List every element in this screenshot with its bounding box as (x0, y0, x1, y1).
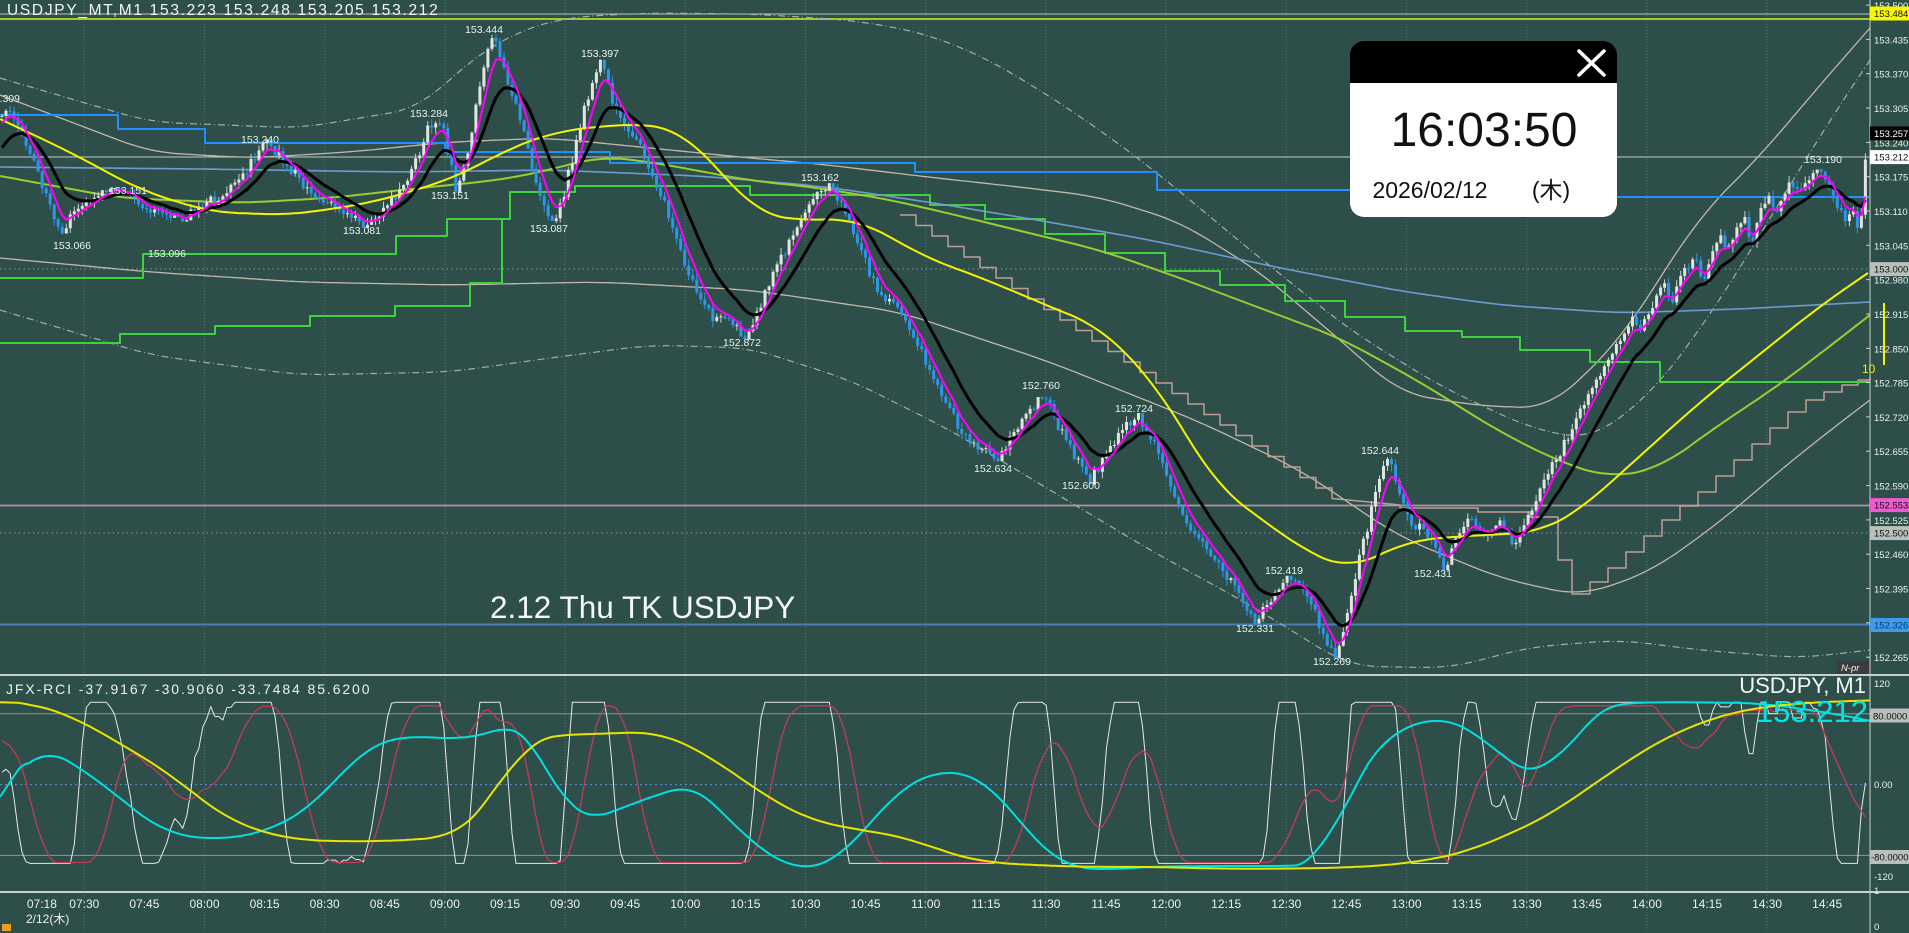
svg-text:153.309: 153.309 (0, 93, 20, 105)
svg-text:(木): (木) (1532, 177, 1570, 203)
svg-text:13:45: 13:45 (1572, 897, 1602, 911)
svg-text:152.269: 152.269 (1313, 656, 1351, 668)
svg-text:USDJPY, M1: USDJPY, M1 (1739, 673, 1866, 698)
svg-text:12:30: 12:30 (1271, 897, 1301, 911)
svg-text:152.460: 152.460 (1874, 550, 1908, 561)
svg-text:09:45: 09:45 (610, 897, 640, 911)
svg-text:152.785: 152.785 (1874, 379, 1908, 390)
svg-text:153.284: 153.284 (410, 108, 448, 120)
svg-text:13:00: 13:00 (1391, 897, 1421, 911)
svg-text:-80.0000: -80.0000 (1871, 853, 1909, 864)
svg-text:153.000: 153.000 (1874, 265, 1908, 276)
svg-text:07:18: 07:18 (27, 897, 57, 911)
svg-text:153.087: 153.087 (530, 223, 568, 235)
svg-text:13:30: 13:30 (1512, 897, 1542, 911)
svg-text:07:30: 07:30 (69, 897, 99, 911)
svg-text:10:00: 10:00 (670, 897, 700, 911)
svg-text:USDJPY_MT,M1 153.223 153.248: USDJPY_MT,M1 153.223 153.248 153.205 153… (7, 2, 439, 19)
svg-text:152.655: 152.655 (1874, 447, 1908, 458)
svg-text:153.240: 153.240 (1874, 138, 1908, 149)
svg-text:10: 10 (1862, 362, 1876, 376)
svg-text:152.850: 152.850 (1874, 344, 1908, 355)
svg-text:153.444: 153.444 (465, 24, 503, 36)
svg-text:JFX-RCI -37.9167 -30.9060 -33.: JFX-RCI -37.9167 -30.9060 -33.7484 85.62… (6, 681, 371, 697)
svg-text:152.553: 152.553 (1874, 501, 1908, 512)
svg-text:08:45: 08:45 (370, 897, 400, 911)
svg-text:153.081: 153.081 (343, 225, 381, 237)
svg-text:14:15: 14:15 (1692, 897, 1722, 911)
svg-text:08:00: 08:00 (189, 897, 219, 911)
svg-text:152.500: 152.500 (1874, 529, 1908, 540)
svg-text:14:45: 14:45 (1812, 897, 1842, 911)
svg-text:153.397: 153.397 (581, 48, 619, 60)
svg-text:12:15: 12:15 (1211, 897, 1241, 911)
svg-text:0: 0 (1874, 922, 1879, 933)
svg-text:152.915: 152.915 (1874, 310, 1908, 321)
svg-text:08:30: 08:30 (310, 897, 340, 911)
svg-text:153.190: 153.190 (1804, 154, 1842, 166)
svg-text:152.724: 152.724 (1115, 403, 1153, 415)
svg-text:10:30: 10:30 (790, 897, 820, 911)
svg-text:08:15: 08:15 (250, 897, 280, 911)
svg-text:07:45: 07:45 (129, 897, 159, 911)
svg-text:152.431: 152.431 (1414, 568, 1452, 580)
svg-text:16:03:50: 16:03:50 (1391, 104, 1578, 157)
svg-text:0.00: 0.00 (1874, 780, 1893, 791)
svg-text:153.257: 153.257 (1874, 129, 1908, 140)
svg-text:09:00: 09:00 (430, 897, 460, 911)
svg-text:14:30: 14:30 (1752, 897, 1782, 911)
svg-text:1: 1 (1874, 886, 1879, 897)
svg-text:12:00: 12:00 (1151, 897, 1181, 911)
svg-text:152.600: 152.600 (1062, 480, 1100, 492)
svg-text:152.760: 152.760 (1022, 380, 1060, 392)
svg-text:153.045: 153.045 (1874, 241, 1908, 252)
svg-text:153.370: 153.370 (1874, 70, 1908, 81)
svg-text:10:45: 10:45 (851, 897, 881, 911)
svg-text:11:30: 11:30 (1031, 897, 1060, 911)
svg-text:14:00: 14:00 (1632, 897, 1662, 911)
svg-text:09:30: 09:30 (550, 897, 580, 911)
svg-text:152.326: 152.326 (1874, 621, 1908, 632)
svg-text:11:00: 11:00 (911, 897, 940, 911)
svg-text:152.872: 152.872 (723, 337, 761, 349)
svg-text:10:15: 10:15 (730, 897, 760, 911)
svg-text:2.12 Thu TK USDJPY: 2.12 Thu TK USDJPY (490, 589, 795, 625)
svg-text:153.151: 153.151 (431, 190, 469, 202)
svg-text:152.331: 152.331 (1236, 623, 1274, 635)
svg-text:153.175: 153.175 (1874, 173, 1908, 184)
svg-text:2026/02/12: 2026/02/12 (1372, 177, 1487, 203)
svg-text:2/12(木): 2/12(木) (26, 912, 69, 926)
svg-text:153.066: 153.066 (53, 240, 91, 252)
svg-text:153.435: 153.435 (1874, 35, 1908, 46)
svg-text:153.484: 153.484 (1874, 9, 1908, 20)
svg-text:152.590: 152.590 (1874, 482, 1908, 493)
svg-text:152.980: 152.980 (1874, 276, 1908, 287)
svg-text:153.305: 153.305 (1874, 104, 1908, 115)
svg-text:11:45: 11:45 (1091, 897, 1120, 911)
svg-text:152.634: 152.634 (974, 463, 1012, 475)
svg-text:153.162: 153.162 (801, 172, 839, 184)
svg-text:153.240: 153.240 (241, 134, 279, 146)
svg-text:12:45: 12:45 (1331, 897, 1361, 911)
svg-text:152.395: 152.395 (1874, 585, 1908, 596)
svg-text:-120: -120 (1874, 872, 1893, 883)
svg-text:152.644: 152.644 (1361, 445, 1399, 457)
svg-text:120: 120 (1874, 679, 1890, 690)
svg-text:09:15: 09:15 (490, 897, 520, 911)
svg-text:80.0000: 80.0000 (1873, 712, 1907, 723)
svg-text:13:15: 13:15 (1452, 897, 1482, 911)
svg-text:152.720: 152.720 (1874, 413, 1908, 424)
svg-text:N-pr: N-pr (1841, 663, 1860, 674)
svg-text:153.096: 153.096 (148, 248, 186, 260)
svg-text:152.265: 152.265 (1874, 653, 1908, 664)
svg-text:153.110: 153.110 (1874, 207, 1908, 218)
svg-text:153.212: 153.212 (1874, 153, 1908, 164)
svg-text:153.212: 153.212 (1756, 694, 1868, 729)
svg-text:11:15: 11:15 (971, 897, 1000, 911)
svg-text:152.419: 152.419 (1265, 565, 1303, 577)
svg-text:153.151: 153.151 (109, 185, 147, 197)
svg-text:152.525: 152.525 (1874, 516, 1908, 527)
